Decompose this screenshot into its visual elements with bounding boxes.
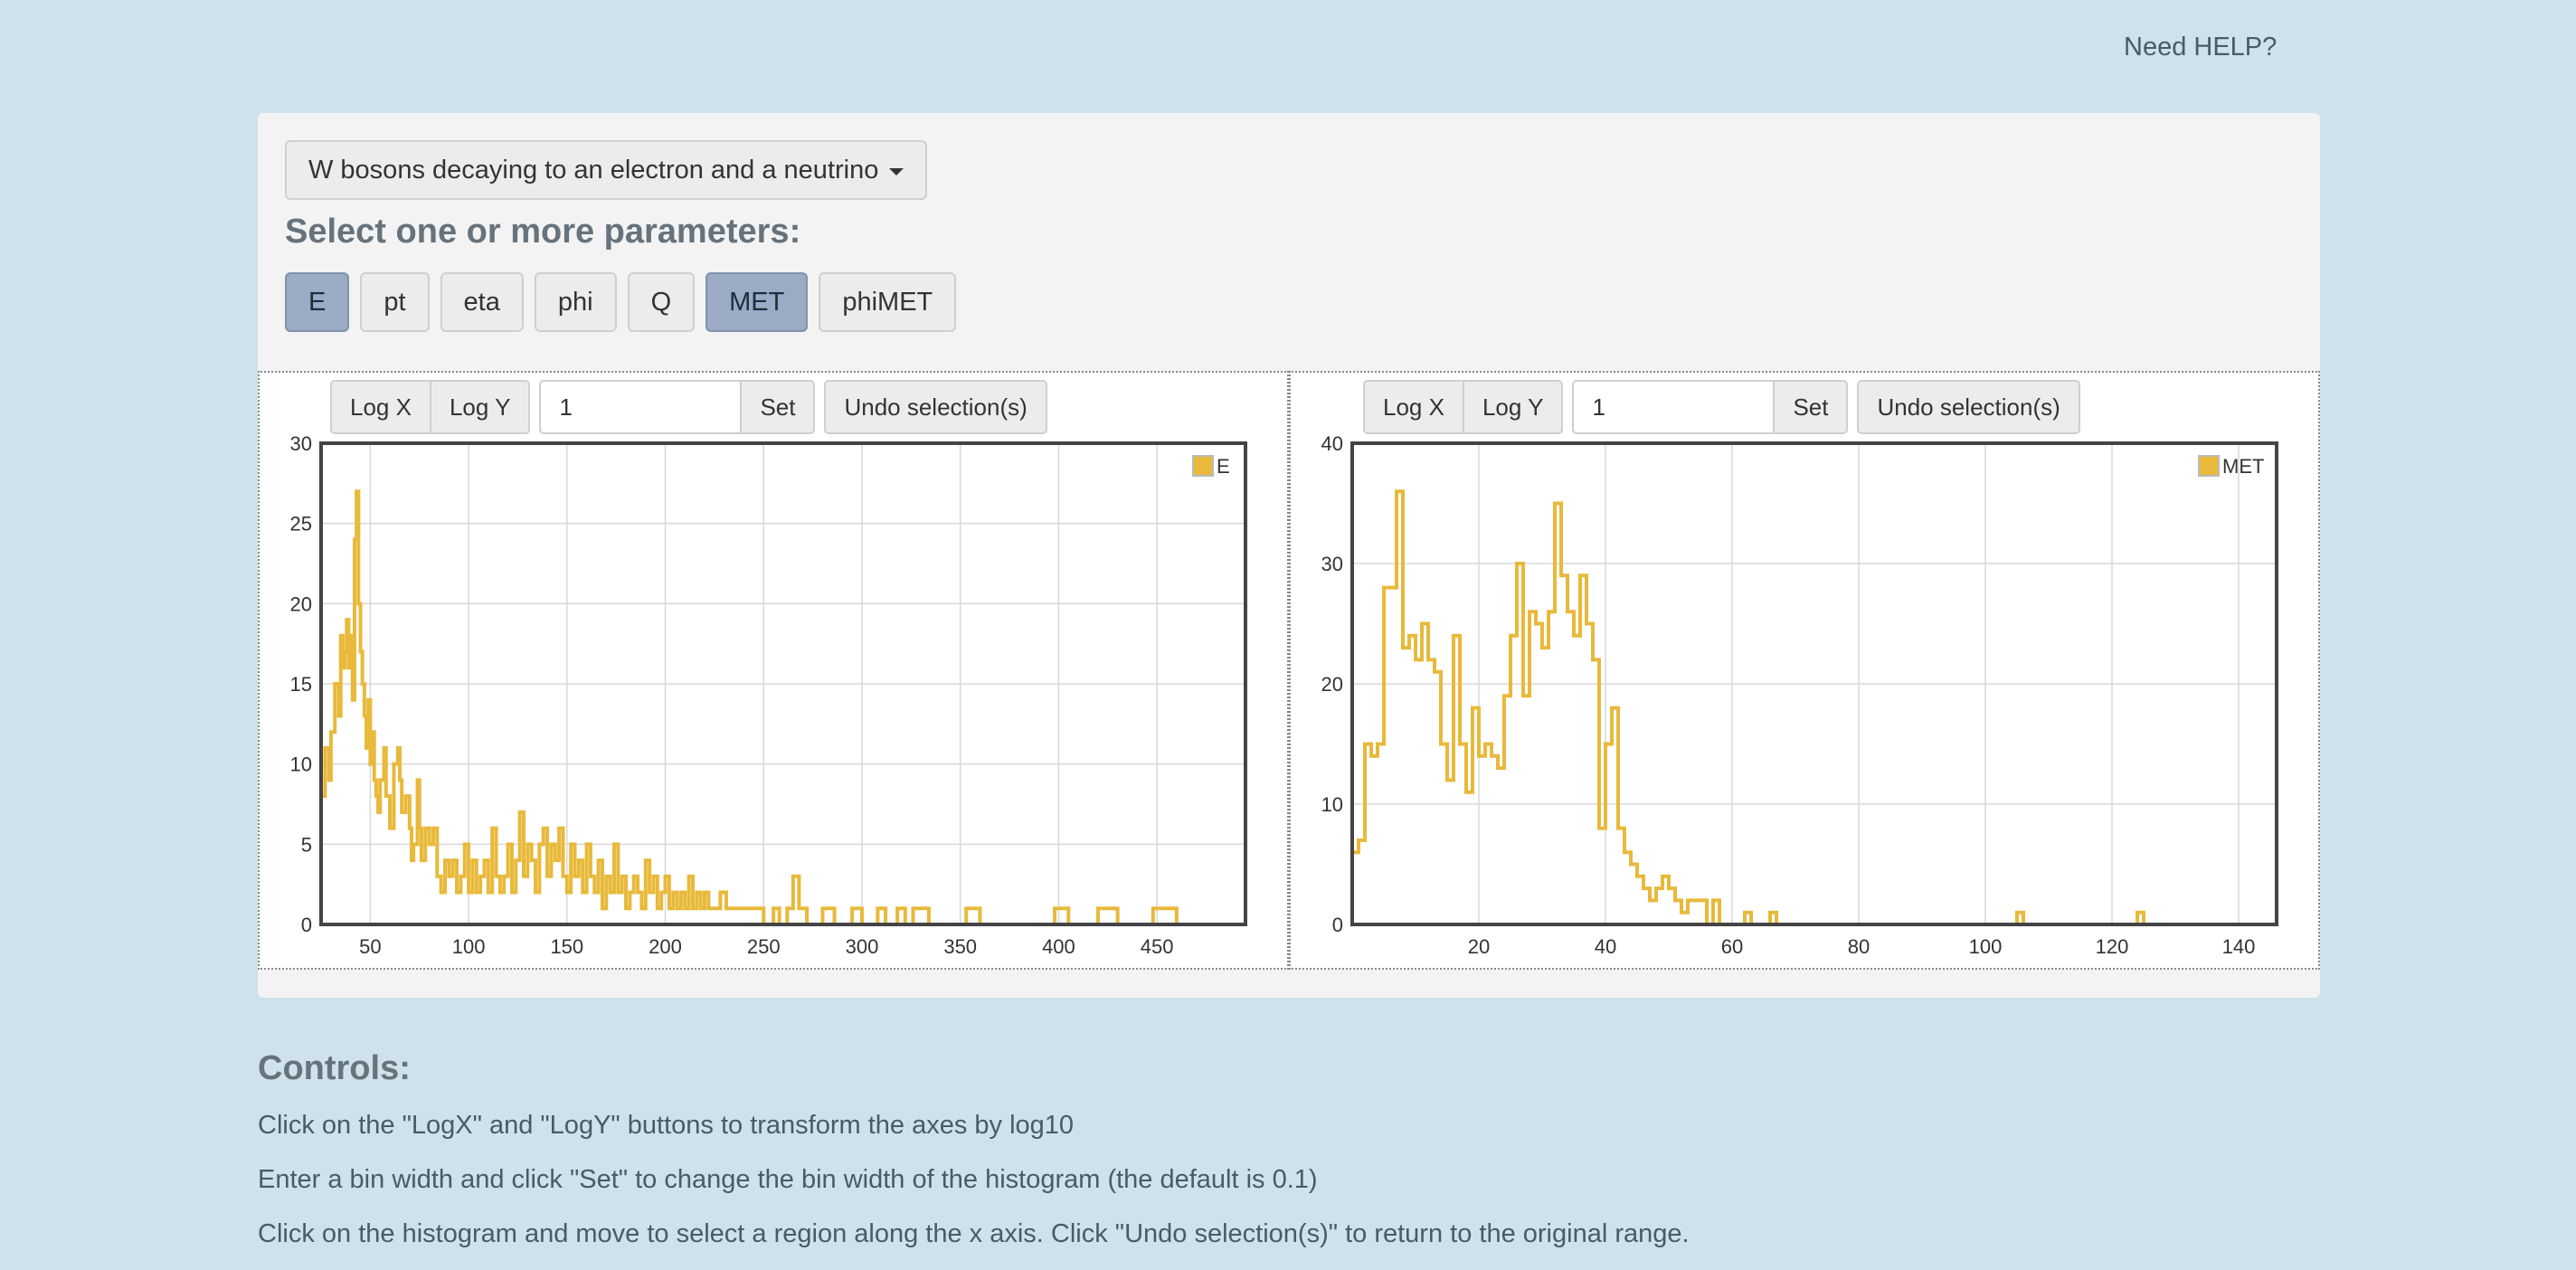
x-tick-label: 50	[359, 935, 381, 958]
x-tick-label: 300	[846, 935, 879, 958]
bin-width-input[interactable]	[1572, 380, 1774, 434]
x-tick-label: 80	[1848, 935, 1870, 958]
param-button-pt[interactable]: pt	[360, 272, 430, 332]
y-tick-label: 30	[290, 432, 312, 455]
param-button-phi[interactable]: phi	[534, 272, 617, 332]
x-tick-label: 120	[2096, 935, 2129, 958]
x-tick-label: 350	[943, 935, 977, 958]
parameter-buttons: E pt eta phi Q MET phiMET	[285, 272, 957, 332]
legend-swatch	[2198, 455, 2220, 477]
x-tick-label: 60	[1721, 935, 1743, 958]
undo-selection-button[interactable]: Undo selection(s)	[1857, 380, 2080, 434]
undo-selection-button[interactable]: Undo selection(s)	[824, 380, 1047, 434]
x-tick-label: 40	[1595, 935, 1616, 958]
histogram-series-line	[321, 489, 1247, 926]
set-bin-button[interactable]: Set	[1773, 380, 1849, 434]
histogram-e-chart[interactable]: 50 100 150 200 250 300 350 400 450 0 5 10 15 20 25 30 E	[260, 373, 1289, 970]
plot-frame	[1350, 441, 2278, 926]
y-tick-label: 10	[290, 753, 312, 776]
control-instruction-select: Click on the histogram and move to selec…	[258, 1219, 1690, 1248]
control-instruction-log: Click on the "LogX" and "LogY" buttons t…	[258, 1111, 1075, 1140]
legend-label: E	[1217, 455, 1230, 478]
x-tick-label: 100	[1969, 935, 2003, 958]
x-tick-label: 200	[649, 935, 682, 958]
log-x-button[interactable]: Log X	[1363, 380, 1464, 434]
set-bin-button[interactable]: Set	[740, 380, 816, 434]
x-tick-label: 100	[452, 935, 486, 958]
y-tick-label: 25	[290, 513, 312, 535]
bin-width-input[interactable]	[539, 380, 741, 434]
x-tick-label: 20	[1468, 935, 1490, 958]
parameters-heading: Select one or more parameters:	[285, 213, 801, 251]
log-y-button[interactable]: Log Y	[1462, 380, 1564, 434]
control-instruction-bin: Enter a bin width and click "Set" to cha…	[258, 1165, 1318, 1194]
param-button-eta[interactable]: eta	[440, 272, 524, 332]
dataset-dropdown[interactable]: W bosons decaying to an electron and a n…	[285, 140, 928, 200]
controls-heading: Controls:	[258, 1049, 411, 1087]
x-tick-label: 400	[1042, 935, 1075, 958]
x-tick-label: 450	[1141, 935, 1174, 958]
log-x-button[interactable]: Log X	[330, 380, 431, 434]
y-tick-label: 0	[1332, 914, 1343, 936]
log-y-button[interactable]: Log Y	[429, 380, 531, 434]
x-tick-label: 140	[2222, 935, 2256, 958]
plot-toolbar: Log X Log Y Set Undo selection(s)	[330, 380, 1047, 434]
main-panel: W bosons decaying to an electron and a n…	[258, 113, 2320, 998]
legend-label: MET	[2222, 455, 2264, 478]
y-tick-label: 5	[301, 833, 312, 856]
x-tick-label: 250	[747, 935, 781, 958]
y-tick-label: 30	[1321, 553, 1343, 575]
histogram-series-line	[1352, 489, 2278, 926]
need-help-link[interactable]: Need HELP?	[2124, 33, 2278, 62]
dataset-dropdown-label: W bosons decaying to an electron and a n…	[308, 155, 879, 185]
plot-toolbar: Log X Log Y Set Undo selection(s)	[1363, 380, 2080, 434]
x-tick-label: 150	[550, 935, 583, 958]
y-tick-label: 0	[301, 914, 312, 936]
param-button-q[interactable]: Q	[627, 272, 696, 332]
param-button-e[interactable]: E	[285, 272, 350, 332]
y-tick-label: 10	[1321, 793, 1343, 816]
caret-down-icon	[889, 168, 904, 175]
y-tick-label: 20	[1321, 673, 1343, 696]
y-tick-label: 20	[290, 592, 312, 615]
y-tick-label: 15	[290, 673, 312, 696]
histogram-met-chart[interactable]: 20 40 60 80 100 120 140 0 10 20 30 40 MET	[1291, 373, 2320, 970]
param-button-met[interactable]: MET	[706, 272, 809, 332]
y-tick-label: 40	[1321, 432, 1343, 455]
plot-e: Log X Log Y Set Undo selection(s) 501001…	[258, 371, 1289, 970]
plot-area: Log X Log Y Set Undo selection(s) 501001…	[258, 371, 2320, 970]
param-button-phimet[interactable]: phiMET	[819, 272, 957, 332]
legend-swatch	[1192, 455, 1214, 477]
plot-met: Log X Log Y Set Undo selection(s) 20 40 60…	[1289, 371, 2320, 970]
plot-frame	[319, 441, 1247, 926]
